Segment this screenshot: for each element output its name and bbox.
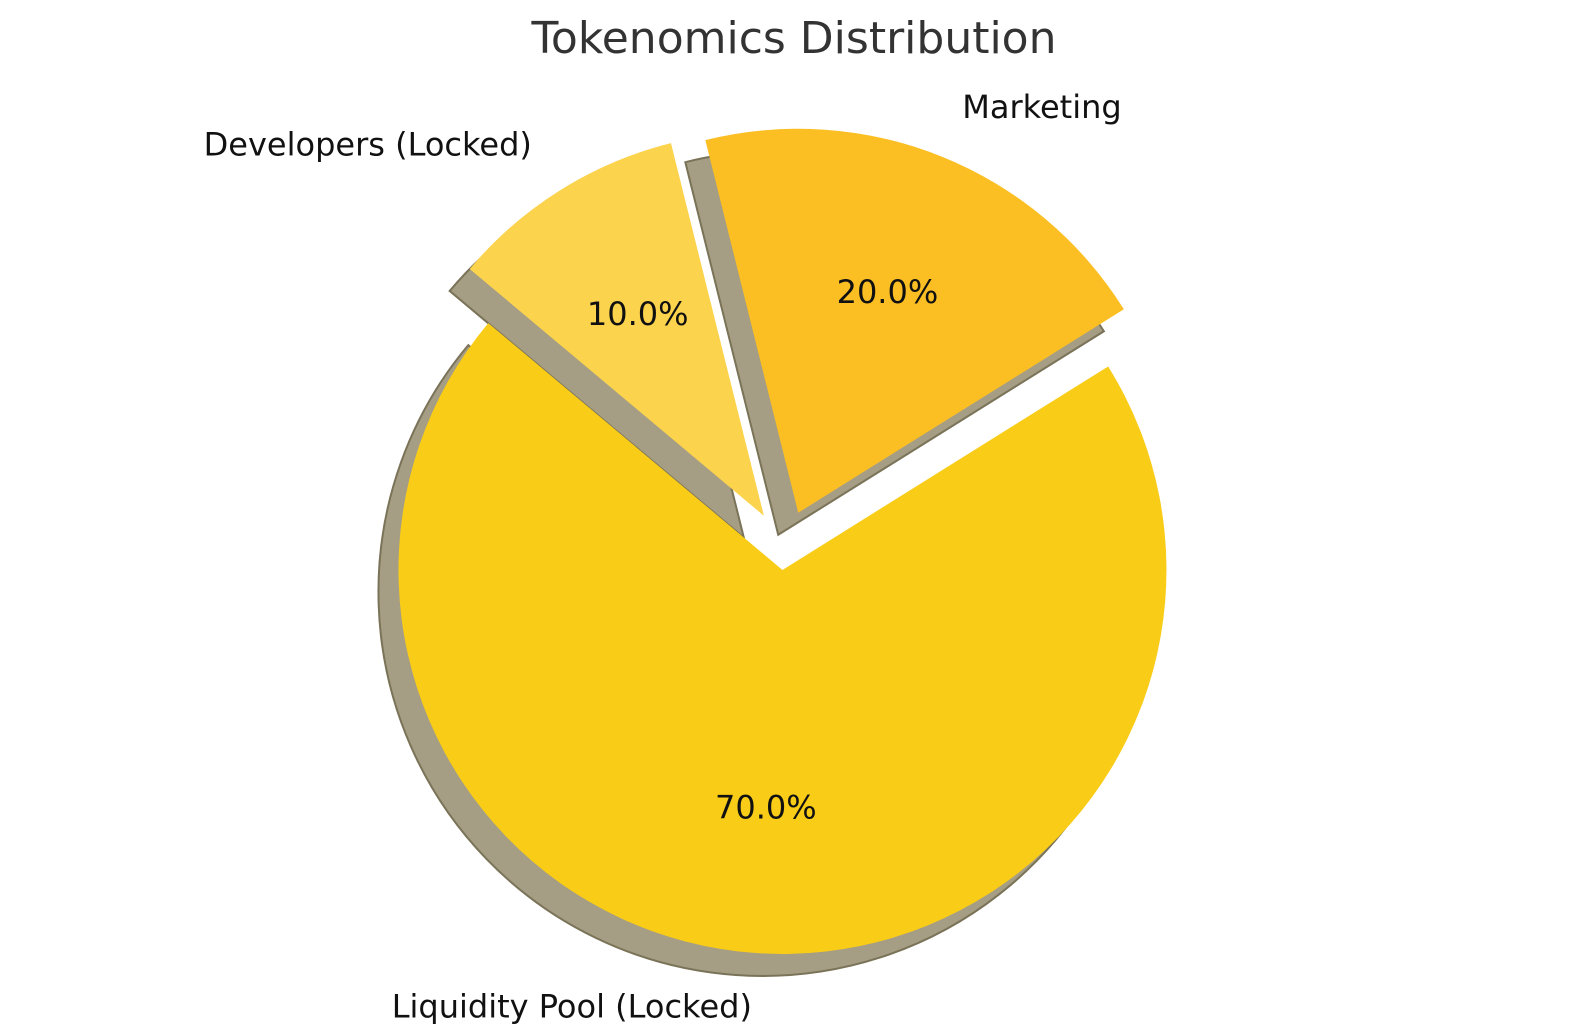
percent-label-liquidity-pool-locked: 70.0% <box>715 788 817 826</box>
pie-slice-developers-locked <box>469 143 764 516</box>
slice-label-liquidity-pool-locked: Liquidity Pool (Locked) <box>392 988 752 1026</box>
pie-slice-liquidity-pool-locked <box>398 323 1167 954</box>
slice-layer <box>398 128 1167 954</box>
slice-label-developers-locked: Developers (Locked) <box>204 126 532 164</box>
slice-label-marketing: Marketing <box>962 88 1121 126</box>
chart-title: Tokenomics Distribution <box>531 13 1057 64</box>
label-layer: 70.0% Liquidity Pool (Locked) 20.0% Marketi… <box>204 88 1122 1026</box>
percent-label-marketing: 20.0% <box>837 273 939 311</box>
percent-label-developers-locked: 10.0% <box>587 295 689 333</box>
pie-slice-marketing <box>705 128 1124 513</box>
